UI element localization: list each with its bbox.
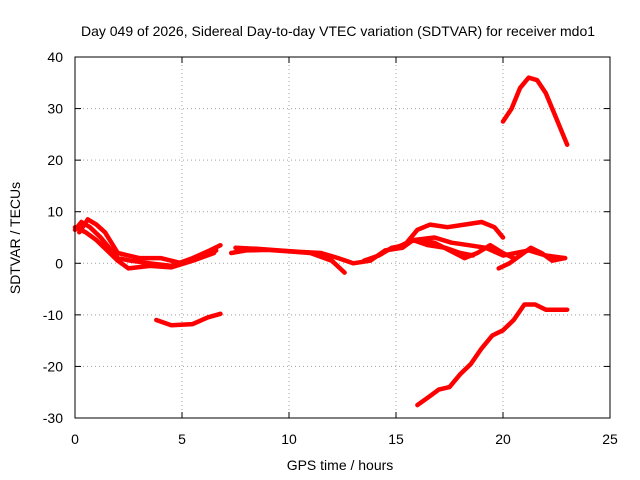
y-tick-label: 10: [47, 204, 63, 220]
y-tick-label: -30: [43, 410, 63, 426]
y-tick-label: 0: [55, 255, 63, 271]
x-axis-label: GPS time / hours: [287, 457, 394, 473]
y-tick-label: -20: [43, 358, 63, 374]
y-tick-label: -10: [43, 307, 63, 323]
x-tick-label: 15: [388, 431, 404, 447]
grid-lines: [75, 57, 610, 418]
x-tick-label: 5: [178, 431, 186, 447]
x-tick-label: 0: [71, 431, 79, 447]
y-tick-label: 20: [47, 152, 63, 168]
x-tick-labels: 0 5 10 15 20 25: [71, 431, 618, 447]
series-track-3: [77, 217, 219, 266]
series-track-11: [415, 302, 570, 408]
series-track-10: [496, 245, 568, 271]
axis-ticks: [74, 56, 611, 419]
y-tick-label: 40: [47, 49, 63, 65]
x-tick-label: 20: [495, 431, 511, 447]
data-series: [72, 75, 570, 408]
y-tick-label: 30: [47, 101, 63, 117]
series-track-12: [500, 75, 570, 147]
x-tick-label: 10: [281, 431, 297, 447]
chart-title: Day 049 of 2026, Sidereal Day-to-day VTE…: [81, 23, 595, 39]
series-track-9: [415, 237, 516, 261]
series-track-4: [154, 311, 223, 328]
y-axis-label: SDTVAR / TECUs: [7, 182, 23, 294]
plot-border: [74, 56, 611, 419]
y-tick-labels: -30 -20 -10 0 10 20 30 40: [43, 49, 63, 426]
series-track-7: [361, 219, 506, 263]
x-tick-label: 25: [602, 431, 618, 447]
series-track-1: [72, 219, 223, 269]
